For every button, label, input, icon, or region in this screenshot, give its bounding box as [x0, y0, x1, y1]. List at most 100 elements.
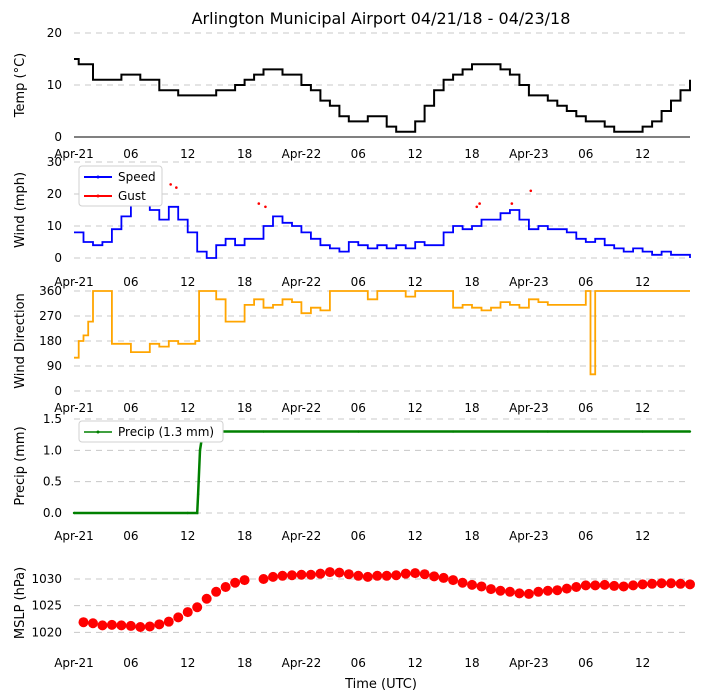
precip-point: [196, 511, 199, 515]
panel-precipitation: 0.0 0.5 1.0 1.5 Precip (mm) Apr-21 06 12 18 Apr-2…: [13, 412, 692, 543]
x-tick-label: Apr-21: [54, 656, 94, 670]
precip-legend: Precip (1.3 mm): [78, 420, 224, 443]
x-tick-label: 12: [635, 656, 650, 670]
legend-box: [78, 420, 224, 443]
x-tick-label: 12: [408, 529, 423, 543]
pressure-point: [647, 578, 658, 589]
pressure-point: [230, 577, 241, 588]
x-tick-label: 06: [578, 401, 593, 415]
y-tick-label: 20: [47, 26, 62, 40]
panel-wind: 0 10 20 30 Wind (mph) Apr-21 06 12 18 Apr-22 06 12 1…: [13, 155, 691, 289]
pressure-point: [239, 575, 250, 586]
panel-wind_direction: 0 90 180 270 360 Wind Direction Apr-21 06 12 18 Ap…: [13, 284, 690, 415]
pressure-point: [163, 616, 174, 627]
pressure-point: [429, 571, 440, 582]
precip-point: [262, 430, 265, 433]
precip-point: [641, 430, 644, 433]
pressure-point: [324, 567, 335, 578]
wind-gust-point: [264, 205, 267, 209]
x-tick-label: 12: [635, 147, 650, 161]
pressure-point: [514, 588, 525, 599]
y-tick-label: 1025: [31, 599, 62, 613]
pressure-point: [211, 586, 222, 597]
pressure-point: [372, 570, 383, 581]
pressure-point: [523, 588, 534, 599]
x-tick-label: 18: [237, 147, 252, 161]
wind-gust-point: [169, 183, 172, 186]
temperature-line: [74, 58, 691, 133]
x-tick-label: 06: [123, 401, 138, 415]
x-tick-label: 12: [408, 147, 423, 161]
precip-point: [357, 430, 360, 433]
pressure-point: [315, 568, 326, 579]
wind-gust-point: [257, 202, 261, 205]
x-tick-label: Apr-21: [54, 147, 94, 161]
pressure-point: [675, 578, 686, 589]
x-tick-label: 12: [180, 529, 195, 543]
pressure-point: [618, 581, 629, 592]
pressure-point: [685, 579, 695, 590]
pressure-point: [305, 569, 316, 580]
x-tick-label: 18: [464, 529, 479, 543]
x-tick-label: 06: [351, 401, 366, 415]
wind-legend: Speed Gust: [78, 165, 163, 207]
pressure-point: [125, 620, 136, 631]
precip-point: [198, 449, 202, 452]
wind-gust-point: [529, 189, 533, 193]
x-tick-label: Apr-23: [509, 529, 549, 543]
legend-precip-label: Precip (1.3 mm): [118, 425, 214, 439]
pressure-point: [182, 607, 193, 618]
pressure-point: [637, 579, 648, 590]
y-tick-label: 0: [54, 384, 62, 398]
pressure-point: [533, 586, 544, 597]
x-tick-label: 06: [578, 147, 593, 161]
y-axis-label: Precip (mm): [13, 426, 28, 505]
pressure-point: [599, 579, 610, 590]
legend-gust-marker: [96, 194, 100, 198]
precip-point: [546, 430, 550, 433]
x-tick-label: 06: [351, 656, 366, 670]
precip-point: [688, 430, 692, 433]
pressure-point: [173, 612, 184, 623]
x-tick-label: Apr-22: [282, 401, 322, 415]
x-tick-label: 06: [351, 147, 366, 161]
x-tick-label: Apr-22: [282, 275, 322, 289]
x-tick-label: 12: [408, 656, 423, 670]
precip-point: [72, 511, 76, 515]
wind-gust-point: [175, 186, 178, 189]
pressure-point: [192, 602, 203, 613]
x-tick-label: Apr-21: [54, 529, 94, 543]
pressure-point: [391, 570, 402, 581]
pressure-point: [542, 585, 553, 596]
x-tick-label: 06: [578, 656, 593, 670]
pressure-point: [656, 578, 667, 589]
panel-temperature: 0 10 20 Temp (°C) Apr-21 06 12 18 Apr-22 06 12 18 Ap…: [13, 26, 691, 161]
y-tick-label: 1020: [31, 625, 62, 639]
pressure-point: [552, 585, 563, 596]
pressure-point: [258, 574, 269, 584]
y-axis-label: MSLP (hPa): [13, 567, 28, 639]
x-tick-label: 18: [237, 401, 252, 415]
x-tick-label: Apr-21: [54, 275, 94, 289]
pressure-point: [87, 618, 98, 629]
chart-title: Arlington Municipal Airport 04/21/18 - 0…: [192, 9, 571, 28]
pressure-point: [457, 577, 468, 588]
x-tick-label: Apr-22: [282, 147, 322, 161]
x-tick-label: 12: [408, 275, 423, 289]
y-axis-label: Wind (mph): [13, 172, 28, 248]
y-tick-label: 1.5: [43, 412, 62, 426]
x-tick-label: 12: [635, 275, 650, 289]
x-tick-label: 06: [578, 275, 593, 289]
pressure-point: [467, 579, 478, 590]
xaxis-label: Time (UTC): [344, 677, 417, 692]
pressure-point: [571, 582, 582, 592]
pressure-point: [609, 580, 620, 591]
pressure-point: [268, 571, 279, 582]
pressure-point: [135, 622, 146, 632]
precip-line: [74, 430, 690, 515]
pressure-point: [97, 620, 108, 631]
y-axis-label: Wind Direction: [13, 293, 28, 389]
legend-speed-marker: [96, 175, 100, 179]
x-tick-label: 18: [464, 147, 479, 161]
